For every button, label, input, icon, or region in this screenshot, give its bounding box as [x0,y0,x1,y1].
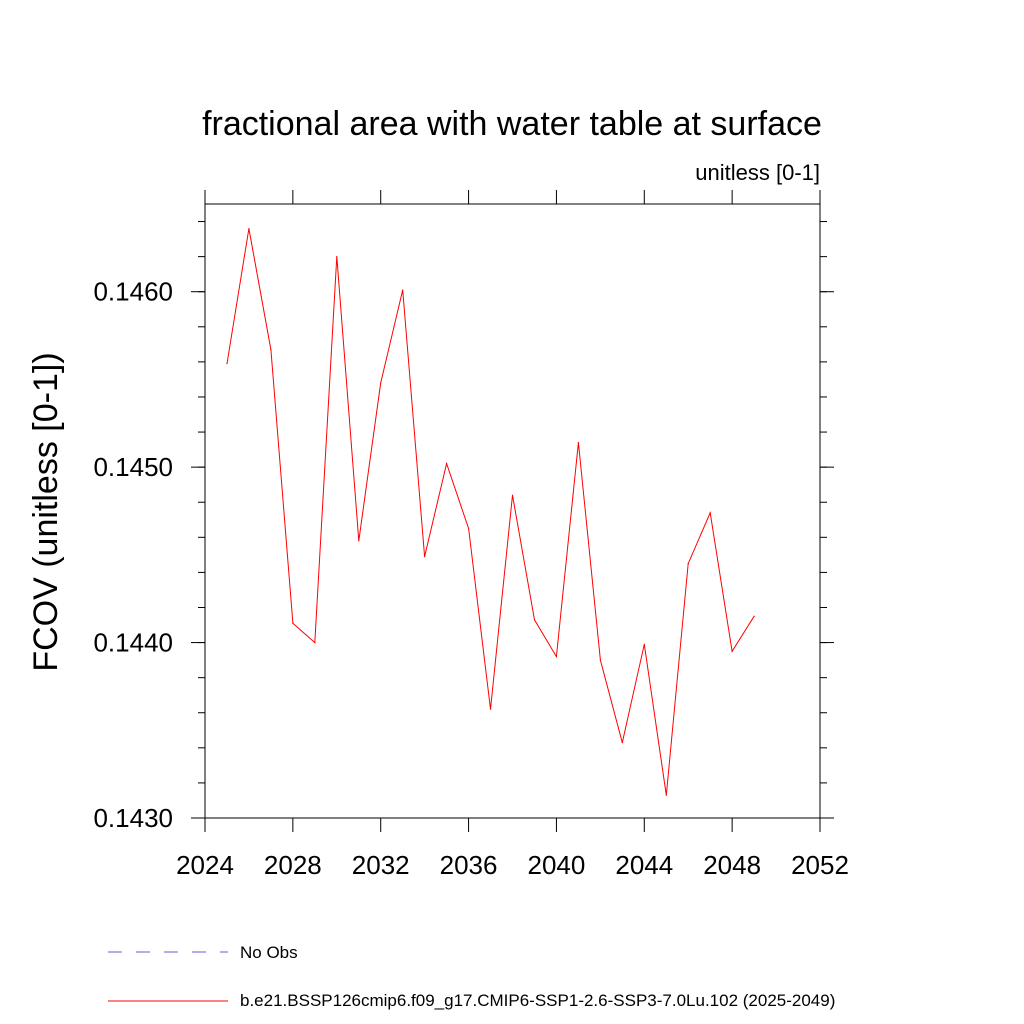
data-point [446,463,448,465]
x-tick-label: 2028 [264,850,322,880]
y-tick-label: 0.1460 [93,277,173,307]
data-point [555,656,558,658]
data-point [665,794,667,796]
x-tick-label: 2048 [703,850,761,880]
x-tick-label: 2040 [528,850,586,880]
y-tick-label: 0.1440 [93,628,173,658]
data-point [270,349,272,351]
x-tick-label: 2024 [176,850,234,880]
legend: No Obs b.e21.BSSP126cmip6.f09_g17.CMIP6-… [108,943,835,1010]
data-point [248,227,250,230]
x-tick-label: 2032 [352,850,410,880]
data-point [467,527,470,530]
series-layer [226,227,755,796]
x-tick-label: 2052 [791,850,849,880]
y-axis-label: FCOV (unitless [0-1]) [27,352,65,671]
data-point [731,650,733,652]
data-point [380,382,382,384]
data-point [643,643,645,645]
data-point [489,708,492,710]
y-tick-label: 0.1450 [93,452,173,482]
data-point [402,289,404,291]
data-point [336,256,338,258]
data-point [709,512,711,514]
data-point [511,494,514,496]
legend-label-no-obs: No Obs [240,943,298,962]
data-point [226,363,228,365]
axis-ticks [191,190,834,832]
series-line-1 [226,228,755,796]
y-tick-label: 0.1430 [93,803,173,833]
data-point [577,441,579,444]
legend-label-model: b.e21.BSSP126cmip6.f09_g17.CMIP6-SSP1-2.… [240,991,835,1010]
data-point [533,619,536,621]
data-point [599,659,601,661]
data-point [314,641,316,644]
x-tick-label: 2044 [615,850,673,880]
data-point [621,741,623,744]
tick-labels: 2024 2028 2032 2036 2040 2044 2048 2052 0.1430 0.… [93,277,848,880]
chart-subtitle: unitless [0-1] [695,160,820,185]
data-point [753,615,755,617]
data-point [687,563,689,565]
data-point [292,622,294,624]
data-point [358,540,360,542]
chart-title: fractional area with water table at surf… [202,105,822,143]
data-point [424,556,426,558]
x-tick-label: 2036 [440,850,498,880]
plot-frame [204,203,821,819]
